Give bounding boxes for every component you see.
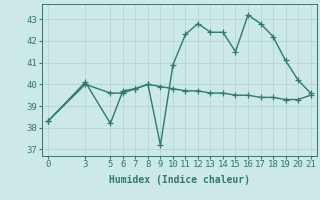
X-axis label: Humidex (Indice chaleur): Humidex (Indice chaleur) — [109, 175, 250, 185]
